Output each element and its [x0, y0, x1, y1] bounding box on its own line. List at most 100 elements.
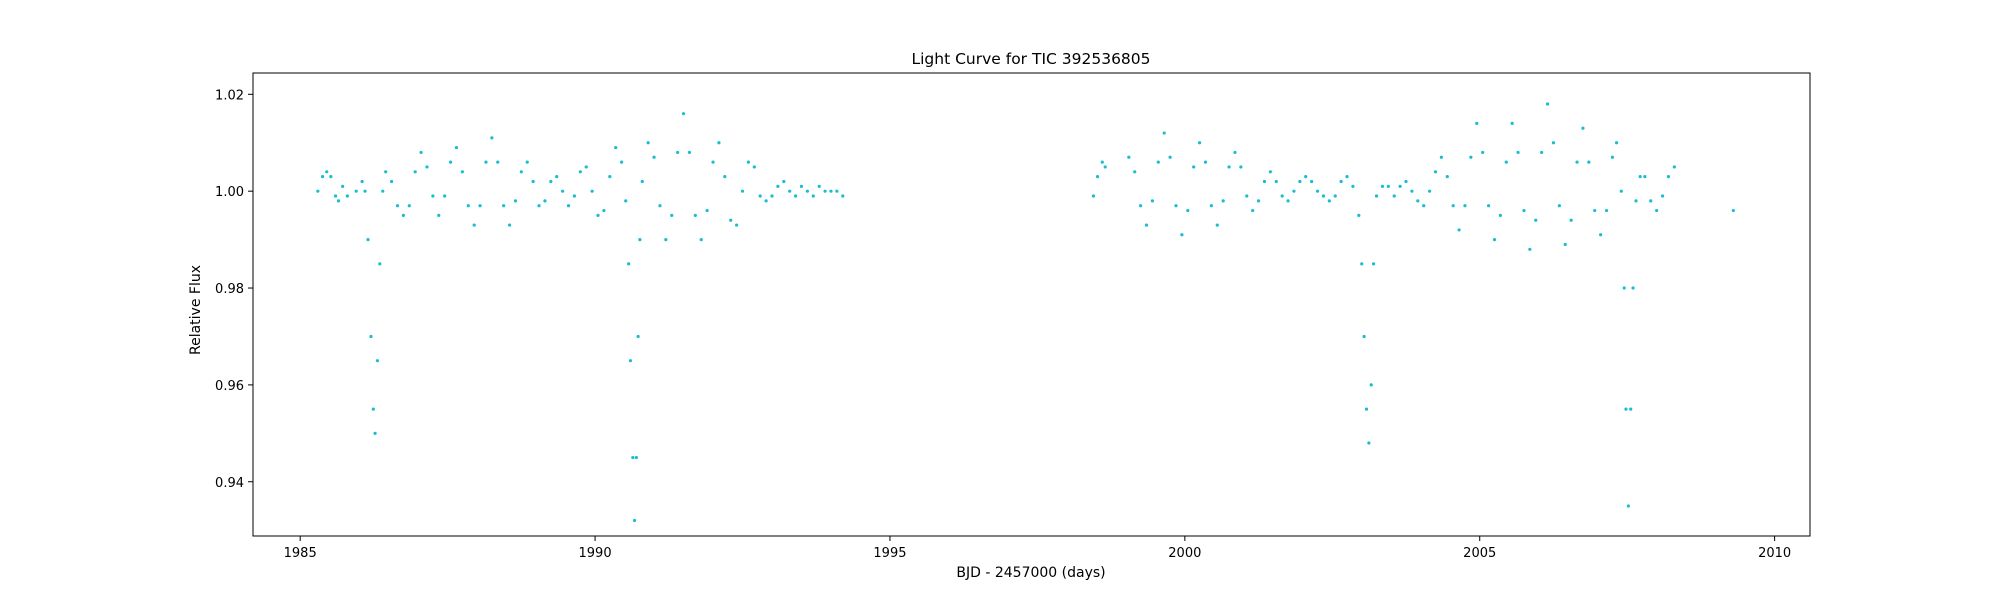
data-point [735, 223, 739, 227]
data-point [1286, 199, 1290, 203]
data-point [681, 112, 686, 116]
data-point [1545, 102, 1550, 106]
data-point [1103, 165, 1107, 169]
data-point [466, 204, 470, 208]
data-point [628, 359, 633, 363]
data-point [1575, 160, 1579, 164]
data-point [384, 170, 388, 174]
data-point [1392, 194, 1396, 198]
data-point [1649, 199, 1653, 203]
data-point [652, 155, 656, 159]
data-point [758, 194, 762, 198]
data-point [425, 165, 429, 169]
data-point [1339, 179, 1343, 184]
data-point [1638, 175, 1642, 179]
data-point [325, 170, 329, 174]
data-point [634, 455, 638, 460]
data-point [1593, 208, 1597, 213]
data-point [472, 223, 476, 227]
data-point [1139, 204, 1143, 208]
data-point [1333, 194, 1337, 198]
data-point [1619, 189, 1623, 193]
data-point [549, 179, 553, 184]
data-point [1144, 223, 1149, 227]
data-point [658, 204, 662, 208]
data-point [1091, 194, 1096, 198]
data-point [1095, 175, 1100, 179]
data-point [1672, 165, 1676, 169]
data-point [513, 199, 518, 203]
data-point [729, 218, 733, 222]
data-point [1631, 286, 1635, 290]
data-point [1463, 204, 1467, 208]
y-tick-label: 0.94 [215, 476, 244, 491]
data-point [776, 184, 780, 188]
y-axis-label: Relative Flux [188, 265, 204, 355]
data-point [1634, 199, 1638, 203]
data-point [329, 175, 333, 179]
data-point [1599, 233, 1603, 237]
data-point [640, 179, 644, 184]
data-point [752, 165, 756, 169]
data-point [1192, 165, 1196, 169]
data-point [1624, 407, 1628, 411]
data-point [360, 179, 364, 184]
data-point [664, 238, 668, 242]
data-point [746, 160, 751, 164]
data-point [1215, 223, 1219, 227]
data-point [764, 199, 768, 203]
data-point [636, 334, 640, 339]
data-point [1498, 213, 1502, 217]
data-point [1433, 170, 1438, 174]
data-point [699, 238, 703, 242]
data-point [1351, 184, 1355, 188]
data-point [1422, 204, 1426, 208]
data-point [1321, 194, 1326, 198]
data-point [602, 208, 606, 213]
data-point [1510, 121, 1514, 125]
data-point [1626, 504, 1630, 508]
data-point [320, 175, 325, 179]
data-point [1563, 242, 1567, 247]
data-point [407, 204, 411, 208]
data-point [1557, 204, 1561, 208]
data-point [401, 213, 405, 217]
data-point [378, 262, 382, 266]
data-point [572, 194, 577, 198]
data-point [1416, 199, 1420, 203]
data-point [740, 189, 745, 193]
data-point [723, 175, 727, 179]
data-point [829, 189, 833, 193]
data-point [1451, 204, 1455, 208]
data-point [1233, 150, 1237, 155]
data-point [1227, 165, 1231, 169]
data-point [1371, 262, 1376, 266]
data-point [1280, 194, 1284, 198]
x-tick-label: 2005 [1463, 546, 1496, 561]
x-tick-label: 2010 [1758, 546, 1791, 561]
axis-ticks: 1985 1990 1995 2000 2005 2010 0.94 0.96 0.98 1.00… [215, 88, 1791, 561]
data-point [1610, 155, 1615, 159]
data-point [1239, 165, 1243, 169]
data-point [1528, 247, 1532, 251]
data-point [1534, 218, 1538, 222]
data-point [448, 160, 453, 164]
data-point [578, 170, 582, 174]
data-point [627, 262, 631, 266]
data-point [1262, 179, 1267, 184]
data-point [1492, 238, 1497, 242]
data-point [1475, 121, 1479, 125]
data-point [1516, 150, 1520, 155]
data-point [371, 407, 375, 411]
data-point [1410, 189, 1414, 193]
data-points [316, 102, 1735, 523]
data-point [835, 189, 839, 193]
data-point [413, 170, 417, 174]
data-point [1292, 189, 1296, 193]
data-point [1551, 141, 1556, 145]
data-point [336, 199, 341, 203]
data-point [507, 223, 512, 227]
data-point [1469, 155, 1473, 159]
data-point [631, 455, 635, 460]
